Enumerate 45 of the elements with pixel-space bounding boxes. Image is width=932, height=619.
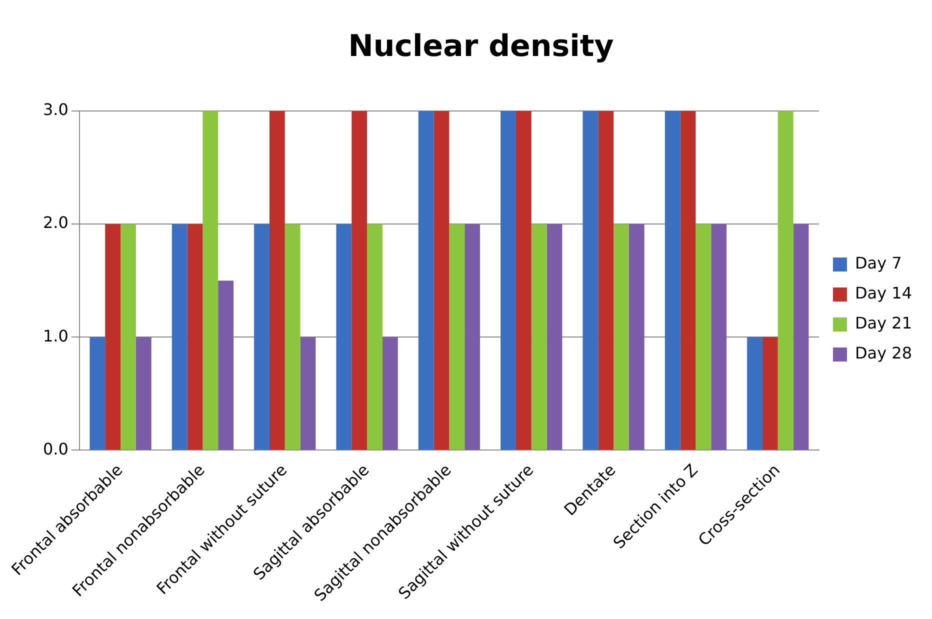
legend-label: Day 28 xyxy=(854,344,912,363)
bar xyxy=(546,224,562,450)
bar xyxy=(680,111,696,450)
bar xyxy=(778,111,794,450)
bar xyxy=(614,224,629,450)
bar xyxy=(747,337,762,450)
chart-title: Nuclear density xyxy=(348,28,614,64)
bar xyxy=(711,224,727,450)
y-tick-label: 2.0 xyxy=(42,213,68,232)
bar xyxy=(500,111,516,450)
bar xyxy=(598,111,614,450)
legend-label: Day 14 xyxy=(854,284,912,303)
bar xyxy=(367,224,382,450)
bar xyxy=(762,337,778,450)
bar xyxy=(284,224,300,450)
bar xyxy=(120,224,136,450)
bar xyxy=(136,337,152,450)
bar xyxy=(187,224,203,450)
legend-label: Day 21 xyxy=(854,314,912,333)
y-tick-label: 0.0 xyxy=(42,439,68,458)
bar xyxy=(202,111,218,450)
bar xyxy=(628,224,644,450)
bar xyxy=(218,280,234,450)
y-tick-label: 3.0 xyxy=(42,100,68,120)
bar xyxy=(696,224,712,450)
bar xyxy=(582,111,598,450)
bar xyxy=(336,224,352,450)
bar xyxy=(269,111,285,450)
bar xyxy=(382,337,398,450)
bar xyxy=(254,224,270,450)
bar xyxy=(793,224,809,450)
bar xyxy=(434,111,450,450)
bar xyxy=(418,111,434,450)
bar xyxy=(172,224,188,450)
y-tick-label: 1.0 xyxy=(42,326,68,346)
bar xyxy=(90,337,106,450)
bar xyxy=(516,111,532,450)
legend-label: Day 7 xyxy=(854,254,902,273)
bar xyxy=(464,224,480,450)
bar xyxy=(664,111,680,450)
bar xyxy=(300,337,316,450)
bar xyxy=(352,111,368,450)
bar xyxy=(105,224,121,450)
bar xyxy=(449,224,465,450)
bar xyxy=(531,224,547,450)
